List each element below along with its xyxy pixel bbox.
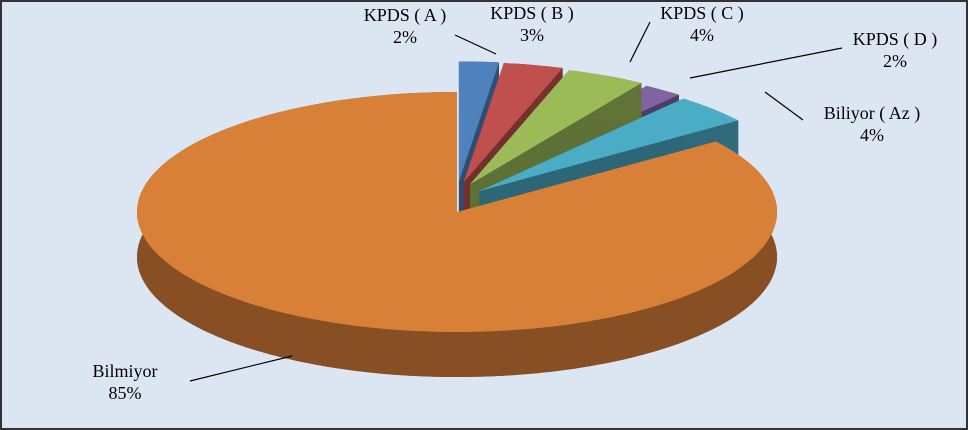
slice-label: Bilmiyor — [92, 361, 157, 381]
slice-label: KPDS ( D ) — [853, 29, 938, 50]
slice — [470, 70, 642, 185]
slice — [479, 98, 739, 192]
slice-label: KPDS ( B ) — [490, 3, 574, 24]
slice-value-label: 2% — [393, 27, 417, 47]
leader-line — [189, 355, 293, 382]
slice — [458, 61, 499, 182]
slice-label: KPDS ( C ) — [660, 3, 744, 24]
slice-value-label: 85% — [109, 383, 142, 403]
slice-value-label: 4% — [690, 25, 714, 45]
slice-value-label: 4% — [860, 125, 884, 145]
leader-line — [764, 91, 804, 121]
slice-value-label: 3% — [520, 25, 544, 45]
leader-line — [689, 47, 843, 79]
leader-line — [454, 34, 497, 55]
leader-line — [629, 21, 651, 63]
slice — [137, 92, 777, 332]
slice-value-label: 2% — [883, 51, 907, 71]
slice-label: Biliyor ( Az ) — [824, 103, 921, 124]
slice-label: KPDS ( A ) — [364, 5, 447, 26]
slice — [463, 63, 563, 183]
